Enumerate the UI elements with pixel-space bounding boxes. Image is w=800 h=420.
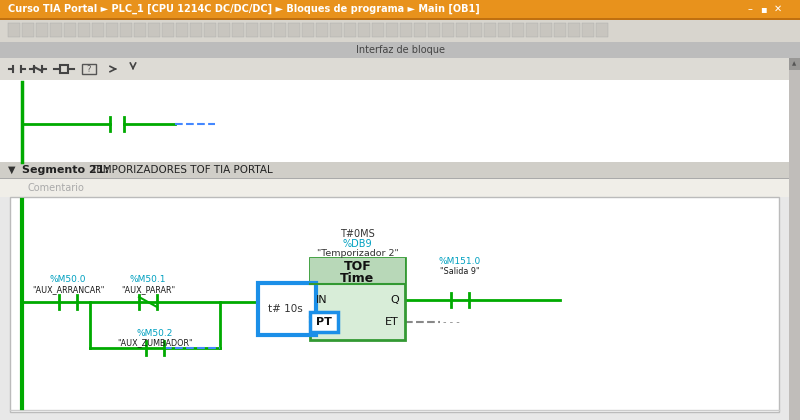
Bar: [50, 23, 62, 37]
Bar: [428, 23, 440, 37]
Bar: [148, 23, 160, 37]
Text: - - -: - - -: [443, 317, 460, 327]
Bar: [442, 23, 454, 37]
Bar: [246, 23, 258, 37]
Text: %M151.0: %M151.0: [439, 257, 481, 267]
Bar: [0, 20, 800, 42]
Bar: [540, 23, 552, 37]
Bar: [484, 23, 496, 37]
Bar: [190, 23, 202, 37]
Text: T#0MS: T#0MS: [340, 229, 375, 239]
Bar: [78, 23, 90, 37]
Text: "Temporizador 2": "Temporizador 2": [317, 249, 398, 258]
Bar: [204, 23, 216, 37]
Bar: [0, 18, 800, 20]
Bar: [596, 23, 608, 37]
Text: –: –: [748, 4, 753, 14]
Bar: [8, 23, 20, 37]
Text: Q: Q: [390, 295, 399, 305]
Bar: [789, 58, 800, 70]
Text: "Salida 9": "Salida 9": [440, 268, 480, 276]
Bar: [512, 23, 524, 37]
Bar: [176, 23, 188, 37]
Bar: [456, 23, 468, 37]
Text: %M50.1: %M50.1: [130, 276, 166, 284]
Bar: [232, 23, 244, 37]
Bar: [0, 42, 800, 58]
Text: ▲: ▲: [792, 61, 796, 66]
Text: Curso TIA Portal ► PLC_1 [CPU 1214C DC/DC/DC] ► Bloques de programa ► Main [OB1]: Curso TIA Portal ► PLC_1 [CPU 1214C DC/D…: [8, 4, 480, 14]
Bar: [106, 23, 118, 37]
Text: Time: Time: [340, 271, 374, 284]
Bar: [568, 23, 580, 37]
Bar: [344, 23, 356, 37]
Bar: [414, 23, 426, 37]
Bar: [288, 23, 300, 37]
Text: %M50.0: %M50.0: [50, 276, 86, 284]
Bar: [310, 258, 405, 340]
Text: IN: IN: [316, 295, 328, 305]
Text: Interfaz de bloque: Interfaz de bloque: [355, 45, 445, 55]
Bar: [310, 312, 338, 332]
Bar: [162, 23, 174, 37]
Text: TOF: TOF: [344, 260, 371, 273]
Bar: [0, 178, 789, 179]
Text: Segmento 21:: Segmento 21:: [22, 165, 109, 175]
Text: "AUX_PARAR": "AUX_PARAR": [121, 286, 175, 294]
Text: PT: PT: [316, 317, 332, 327]
Bar: [470, 23, 482, 37]
Text: %DB9: %DB9: [342, 239, 372, 249]
Bar: [60, 65, 68, 73]
Text: ET: ET: [386, 317, 399, 327]
Bar: [274, 23, 286, 37]
Bar: [92, 23, 104, 37]
Bar: [120, 23, 132, 37]
Bar: [498, 23, 510, 37]
Bar: [0, 179, 789, 197]
Bar: [36, 23, 48, 37]
Text: TEMPORIZADORES TOF TIA PORTAL: TEMPORIZADORES TOF TIA PORTAL: [90, 165, 273, 175]
Text: ?: ?: [86, 65, 91, 73]
Text: ▪: ▪: [760, 4, 766, 14]
Text: "AUX_ZUMBADOR": "AUX_ZUMBADOR": [117, 339, 193, 347]
Bar: [64, 23, 76, 37]
Text: t# 10s: t# 10s: [268, 304, 302, 314]
Bar: [310, 258, 405, 284]
Bar: [134, 23, 146, 37]
Text: %M50.2: %M50.2: [137, 328, 173, 338]
Bar: [372, 23, 384, 37]
Text: ▼: ▼: [8, 165, 15, 175]
Text: Comentario: Comentario: [28, 183, 85, 193]
Bar: [22, 23, 34, 37]
Bar: [582, 23, 594, 37]
Bar: [10, 197, 779, 412]
Bar: [218, 23, 230, 37]
Bar: [316, 23, 328, 37]
Text: PT: PT: [316, 317, 332, 327]
Bar: [82, 64, 96, 74]
Bar: [386, 23, 398, 37]
Bar: [358, 23, 370, 37]
Bar: [330, 23, 342, 37]
Bar: [0, 80, 789, 162]
Bar: [0, 162, 789, 178]
Bar: [789, 58, 800, 420]
Bar: [400, 23, 412, 37]
Bar: [258, 283, 316, 335]
Bar: [526, 23, 538, 37]
Text: "AUX_ARRANCAR": "AUX_ARRANCAR": [32, 286, 104, 294]
Bar: [0, 0, 800, 18]
Text: ✕: ✕: [774, 4, 782, 14]
Bar: [260, 23, 272, 37]
Bar: [0, 58, 790, 80]
Bar: [554, 23, 566, 37]
Bar: [302, 23, 314, 37]
